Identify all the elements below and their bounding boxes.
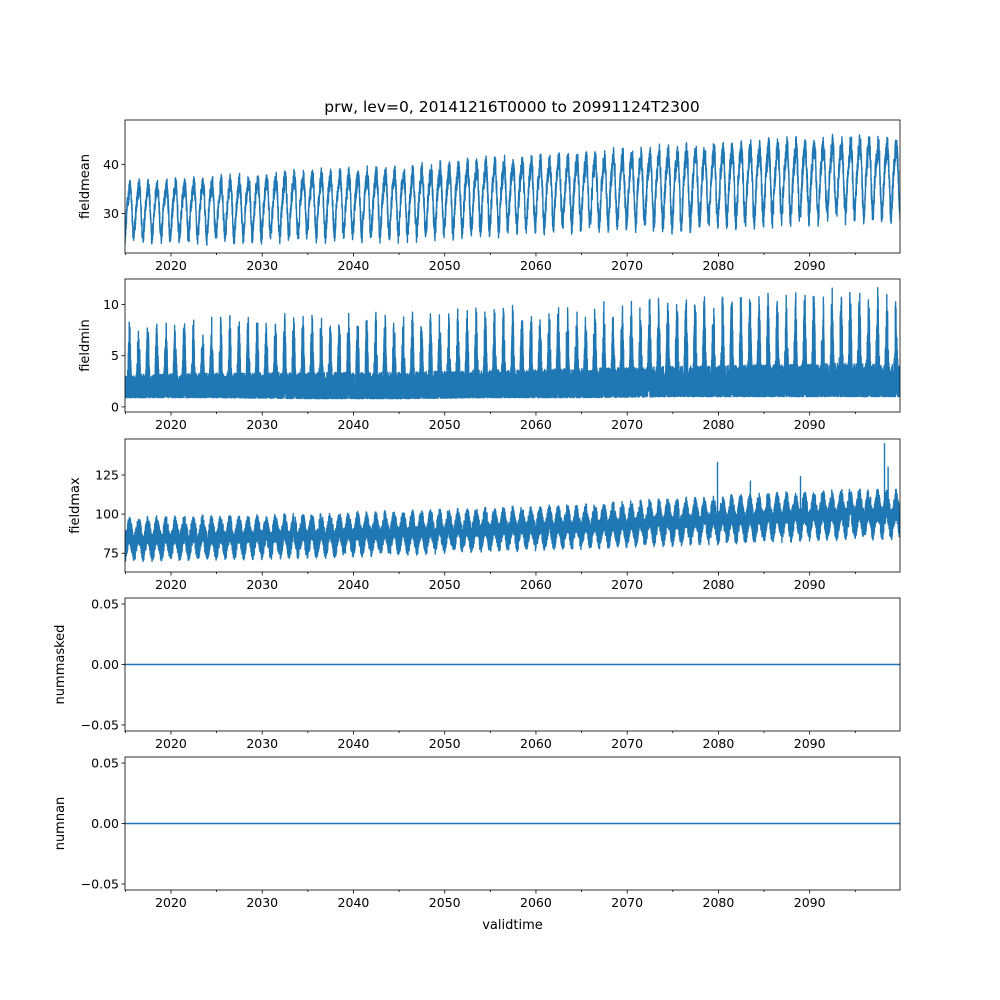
series-line-fieldmax [125, 443, 900, 563]
x-tick-label: 2070 [611, 417, 643, 432]
x-tick-label: 2090 [794, 258, 826, 273]
x-tick-label: 2090 [794, 895, 826, 910]
x-tick-label: 2070 [611, 895, 643, 910]
y-tick-label: 0.05 [91, 756, 119, 771]
y-tick-label: −0.05 [81, 876, 119, 891]
y-axis-label: fieldmin [78, 319, 93, 372]
x-tick-label: 2020 [155, 258, 187, 273]
y-tick-label: −0.05 [81, 717, 119, 732]
subplot-numnan: 2020 2030 2040 2050 2060 2070 2080 2090 −0.05 0.0… [53, 756, 901, 933]
x-tick-label: 2040 [338, 417, 370, 432]
y-tick-label: 125 [95, 467, 119, 482]
axes-frame [124, 119, 901, 254]
x-tick-label: 2070 [611, 736, 643, 751]
x-tick-label: 2060 [520, 895, 552, 910]
x-tick-label: 2040 [338, 736, 370, 751]
subplot-fieldmean: 2020 2030 2040 2050 2060 2070 2080 2090 30 40 fiel… [78, 119, 901, 273]
x-tick-label: 2030 [246, 577, 278, 592]
x-tick-label: 2090 [794, 736, 826, 751]
x-tick-label: 2090 [794, 577, 826, 592]
x-tick-label: 2050 [429, 577, 461, 592]
x-tick-label: 2070 [611, 258, 643, 273]
series-line-fieldmean [125, 133, 900, 246]
x-tick-label: 2040 [338, 577, 370, 592]
y-tick-label: 0.05 [91, 597, 119, 612]
x-tick-label: 2050 [429, 258, 461, 273]
x-tick-label: 2070 [611, 577, 643, 592]
x-tick-label: 2020 [155, 417, 187, 432]
y-tick-label: 0 [111, 399, 119, 414]
y-tick-label: 10 [103, 297, 119, 312]
x-tick-label: 2030 [246, 895, 278, 910]
x-tick-label: 2020 [155, 895, 187, 910]
chart-title: prw, lev=0, 20141216T0000 to 20991124T23… [324, 98, 700, 116]
x-tick-label: 2060 [520, 417, 552, 432]
series-line-fieldmin [125, 287, 900, 400]
x-axis-label: validtime [482, 918, 543, 933]
x-tick-label: 2080 [703, 736, 735, 751]
x-tick-label: 2050 [429, 736, 461, 751]
x-tick-label: 2030 [246, 736, 278, 751]
subplot-nummasked: 2020 2030 2040 2050 2060 2070 2080 2090 −0.05 0.0… [53, 597, 901, 751]
axes-frame [124, 278, 901, 413]
y-tick-label: 40 [103, 157, 119, 172]
y-axis-label: numnan [53, 797, 68, 851]
x-tick-label: 2080 [703, 258, 735, 273]
y-tick-label: 0.00 [91, 816, 119, 831]
axes-frame [124, 438, 901, 573]
y-tick-label: 5 [111, 348, 119, 363]
y-axis-label: nummasked [53, 625, 68, 705]
x-tick-label: 2040 [338, 258, 370, 273]
y-axis-label: fieldmean [78, 154, 93, 219]
x-tick-label: 2060 [520, 736, 552, 751]
subplot-fieldmax: 2020 2030 2040 2050 2060 2070 2080 2090 75 100 125… [68, 438, 901, 592]
y-tick-label: 0.00 [91, 657, 119, 672]
y-tick-label: 30 [103, 206, 119, 221]
x-tick-label: 2080 [703, 895, 735, 910]
subplot-fieldmin: 2020 2030 2040 2050 2060 2070 2080 2090 0 5 10 fiel… [78, 278, 901, 432]
y-tick-label: 100 [95, 507, 119, 522]
y-tick-label: 75 [103, 546, 119, 561]
x-tick-label: 2040 [338, 895, 370, 910]
y-axis-label: fieldmax [68, 477, 83, 534]
x-tick-label: 2060 [520, 258, 552, 273]
x-tick-label: 2020 [155, 577, 187, 592]
x-tick-label: 2030 [246, 258, 278, 273]
x-tick-label: 2060 [520, 577, 552, 592]
x-tick-label: 2030 [246, 417, 278, 432]
x-tick-label: 2080 [703, 577, 735, 592]
x-tick-label: 2020 [155, 736, 187, 751]
x-tick-label: 2080 [703, 417, 735, 432]
x-tick-label: 2090 [794, 417, 826, 432]
x-tick-label: 2050 [429, 417, 461, 432]
x-tick-label: 2050 [429, 895, 461, 910]
